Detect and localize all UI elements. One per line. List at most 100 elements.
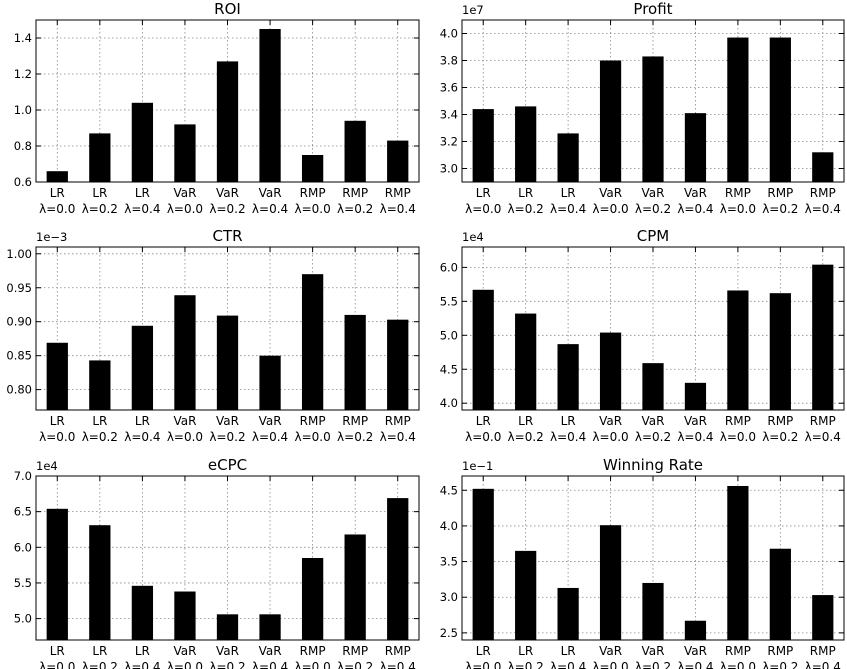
bar-2 <box>131 102 154 182</box>
bar-7 <box>344 314 366 410</box>
x-tick-label-lambda: λ=0.2 <box>337 660 373 669</box>
x-tick-label-lambda: λ=0.2 <box>508 660 544 669</box>
x-tick-label-lambda: λ=0.0 <box>720 202 756 216</box>
x-tick-label-lambda: λ=0.4 <box>677 660 713 669</box>
x-tick-label-lambda: λ=0.2 <box>82 660 118 669</box>
y-tick-label: 0.95 <box>6 281 32 295</box>
x-tick-label-method: LR <box>518 644 533 658</box>
x-tick-label-lambda: λ=0.4 <box>550 430 586 444</box>
y-tick-label: 0.8 <box>14 139 32 153</box>
x-tick-label-lambda: λ=0.2 <box>209 202 245 216</box>
axis-exponent-label: 1e−1 <box>462 459 493 473</box>
x-tick-label-method: RMP <box>300 186 326 200</box>
bar-3 <box>174 124 196 182</box>
y-tick-label: 5.5 <box>440 294 458 308</box>
bar-5 <box>684 113 707 182</box>
x-tick-label-method: LR <box>135 414 150 428</box>
y-tick-label: 2.5 <box>440 626 458 640</box>
x-tick-label-method: RMP <box>342 186 368 200</box>
x-tick-label-lambda: λ=0.4 <box>124 660 160 669</box>
x-tick-label-method: LR <box>518 414 533 428</box>
x-tick-label-lambda: λ=0.4 <box>677 202 713 216</box>
x-tick-label-method: VaR <box>259 414 282 428</box>
bar-6 <box>301 274 324 410</box>
x-tick-label-lambda: λ=0.2 <box>762 660 798 669</box>
bar-4 <box>216 614 239 640</box>
x-tick-label-lambda: λ=0.0 <box>39 660 75 669</box>
x-tick-label-method: RMP <box>767 186 793 200</box>
bar-2 <box>557 133 579 182</box>
bar-1 <box>515 106 537 182</box>
x-tick-label-lambda: λ=0.4 <box>252 660 288 669</box>
y-tick-label: 5.0 <box>14 612 32 626</box>
bar-5 <box>684 382 707 410</box>
x-tick-label-method: VaR <box>259 186 282 200</box>
x-tick-label-method: LR <box>92 644 107 658</box>
x-tick-label-method: VaR <box>684 186 707 200</box>
bar-3 <box>599 525 622 640</box>
x-tick-label-lambda: λ=0.2 <box>508 202 544 216</box>
x-tick-label-lambda: λ=0.4 <box>124 202 160 216</box>
bar-8 <box>387 498 409 640</box>
x-tick-label-lambda: λ=0.2 <box>209 430 245 444</box>
bar-0 <box>46 342 68 410</box>
x-tick-label-method: VaR <box>173 186 196 200</box>
bar-1 <box>89 525 111 640</box>
x-tick-label-lambda: λ=0.0 <box>167 202 203 216</box>
y-tick-label: 0.85 <box>6 349 32 363</box>
x-tick-label-lambda: λ=0.4 <box>805 202 841 216</box>
x-tick-label-lambda: λ=0.2 <box>762 202 798 216</box>
y-tick-label: 4.5 <box>440 483 458 497</box>
bar-7 <box>769 293 791 410</box>
bar-6 <box>727 37 749 182</box>
x-tick-label-method: LR <box>518 186 533 200</box>
x-tick-label-method: RMP <box>725 644 751 658</box>
x-tick-label-lambda: λ=0.2 <box>209 660 245 669</box>
chart-panel-5: 2.5 3.0 3.5 4.0 4.5 LR λ=0.0 LR λ=0.2 LR λ=0.4 VaR λ… <box>440 456 845 669</box>
x-tick-label-lambda: λ=0.2 <box>635 202 671 216</box>
x-tick-label-method: LR <box>92 186 107 200</box>
bar-0 <box>46 171 68 182</box>
x-tick-label-lambda: λ=0.4 <box>252 430 288 444</box>
chart-panel-3: 4.0 4.5 5.0 5.5 6.0 LR λ=0.0 LR λ=0.2 LR λ=0.4 VaR λ… <box>440 227 845 444</box>
x-tick-label-lambda: λ=0.2 <box>635 660 671 669</box>
x-tick-label-lambda: λ=0.2 <box>508 430 544 444</box>
y-tick-label: 1.0 <box>14 103 32 117</box>
bar-2 <box>557 344 579 410</box>
x-tick-label-method: VaR <box>599 644 622 658</box>
y-tick-label: 3.0 <box>440 590 458 604</box>
bar-1 <box>515 313 537 410</box>
x-tick-label-lambda: λ=0.2 <box>635 430 671 444</box>
bar-4 <box>216 315 239 410</box>
x-tick-label-method: LR <box>561 186 576 200</box>
x-tick-label-method: VaR <box>216 414 239 428</box>
x-tick-label-method: RMP <box>810 186 836 200</box>
x-tick-label-lambda: λ=0.0 <box>465 660 501 669</box>
bar-8 <box>812 152 834 182</box>
x-tick-label-lambda: λ=0.4 <box>380 660 416 669</box>
x-tick-label-method: LR <box>135 186 150 200</box>
bar-7 <box>769 37 791 182</box>
bar-2 <box>131 585 154 640</box>
x-tick-label-method: VaR <box>642 414 665 428</box>
bar-1 <box>515 550 537 640</box>
x-tick-label-lambda: λ=0.4 <box>550 202 586 216</box>
bar-3 <box>174 295 196 410</box>
x-tick-label-lambda: λ=0.0 <box>592 660 628 669</box>
y-tick-label: 1.4 <box>14 31 32 45</box>
x-tick-label-method: RMP <box>767 414 793 428</box>
chart-panel-4: 5.0 5.5 6.0 6.5 7.0 LR λ=0.0 LR λ=0.2 LR λ=0.4 VaR λ… <box>14 456 420 669</box>
x-tick-label-method: LR <box>50 186 65 200</box>
chart-panel-0: 0.6 0.8 1.0 1.2 1.4 LR λ=0.0 LR λ=0.2 LR λ=0.4 VaR λ… <box>14 0 420 216</box>
x-tick-label-lambda: λ=0.4 <box>380 202 416 216</box>
bar-3 <box>599 60 622 182</box>
x-tick-label-method: RMP <box>300 414 326 428</box>
x-tick-label-method: RMP <box>767 644 793 658</box>
x-tick-label-method: RMP <box>385 644 411 658</box>
axis-exponent-label: 1e4 <box>462 230 484 244</box>
y-tick-label: 6.5 <box>14 505 32 519</box>
x-tick-label-method: VaR <box>173 414 196 428</box>
x-tick-label-method: RMP <box>810 414 836 428</box>
x-tick-label-lambda: λ=0.2 <box>337 202 373 216</box>
